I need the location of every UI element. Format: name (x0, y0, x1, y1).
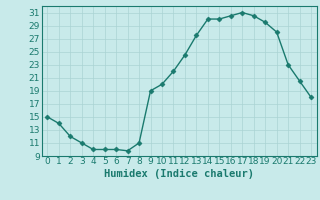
X-axis label: Humidex (Indice chaleur): Humidex (Indice chaleur) (104, 169, 254, 179)
